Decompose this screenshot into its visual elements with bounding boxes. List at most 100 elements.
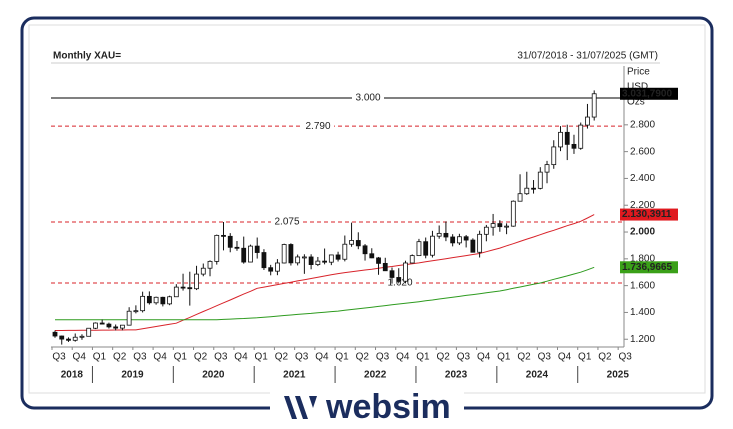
candle-body xyxy=(450,236,456,244)
candle-body xyxy=(52,331,58,337)
year-label: 2024 xyxy=(526,370,549,381)
candle-body xyxy=(376,257,381,264)
x-tick-label: Q2 xyxy=(356,352,370,363)
candle-body xyxy=(504,225,509,228)
x-tick-label: Q2 xyxy=(275,352,289,363)
x-tick-label: Q3 xyxy=(133,352,147,363)
candle-body xyxy=(275,262,280,272)
x-tick-label: Q3 xyxy=(52,352,66,363)
candle-body xyxy=(362,245,368,255)
candle-body xyxy=(571,143,577,149)
candle-body xyxy=(281,244,287,264)
x-tick-label: Q4 xyxy=(73,352,87,363)
plot: 1.200 1.400 1.600 1.800 2.000 2.200 2.400 2.600… xyxy=(51,67,678,383)
price-axis-label: Ozs xyxy=(627,97,645,108)
price-tag-label: 1.736,9665 xyxy=(622,262,672,273)
candle-body xyxy=(517,193,523,202)
candle-body xyxy=(558,131,563,148)
candle-body xyxy=(497,223,503,228)
candle-body xyxy=(153,296,159,304)
frame xyxy=(20,16,714,410)
candle-body xyxy=(315,260,321,265)
candle-body xyxy=(443,232,449,238)
y-tick-label: 2.600 xyxy=(630,146,655,157)
candle-body xyxy=(423,241,429,256)
candle-body xyxy=(221,234,226,237)
price-tag xyxy=(620,87,678,100)
candle-body xyxy=(510,200,516,227)
candle-body xyxy=(180,286,186,289)
candle-body xyxy=(537,171,543,189)
chart-title: Monthly XAU= xyxy=(53,51,121,62)
price-axis-label: Price xyxy=(627,67,650,78)
y-tick-label: 1.800 xyxy=(630,253,655,264)
candle-body xyxy=(268,267,274,272)
candle-body xyxy=(106,323,112,328)
candle-body xyxy=(409,255,415,264)
y-tick-label: 2.800 xyxy=(630,119,655,130)
x-tick-label: Q1 xyxy=(497,352,511,363)
candle-body xyxy=(578,124,584,149)
logo-icon xyxy=(284,396,317,419)
logo-text: websim xyxy=(325,388,451,426)
x-tick-label: Q3 xyxy=(618,352,632,363)
x-tick-label: Q2 xyxy=(113,352,127,363)
ref-label: 2.075 xyxy=(274,217,299,228)
x-tick-label: Q4 xyxy=(153,352,167,363)
candle-body xyxy=(120,324,125,329)
price-tag xyxy=(620,261,678,274)
candle-body xyxy=(66,338,71,341)
price-tag-label: 2.130,3911 xyxy=(622,209,672,220)
ref-label-bg xyxy=(352,92,384,105)
x-tick-label: Q3 xyxy=(457,352,471,363)
candle-body xyxy=(564,131,570,145)
candle-body xyxy=(342,243,348,260)
candle-body xyxy=(322,260,328,263)
x-tick-label: Q4 xyxy=(558,352,572,363)
price-axis-label: USD xyxy=(627,82,648,93)
candle-body xyxy=(288,244,294,264)
candle-body xyxy=(187,287,193,290)
candle-body xyxy=(328,254,334,263)
candle-body xyxy=(241,247,247,263)
x-tick-label: Q1 xyxy=(255,352,269,363)
ref-label: 1.620 xyxy=(387,278,412,289)
candle-body xyxy=(551,146,557,166)
candle-body xyxy=(86,327,92,337)
x-tick-label: Q4 xyxy=(396,352,410,363)
year-label: 2023 xyxy=(445,370,468,381)
x-tick-label: Q3 xyxy=(538,352,552,363)
candle-body xyxy=(146,295,152,304)
candle-body xyxy=(227,235,233,248)
candle-body xyxy=(214,234,220,262)
x-tick-label: Q2 xyxy=(517,352,531,363)
year-label: 2022 xyxy=(364,370,387,381)
candle-body xyxy=(490,223,496,228)
candle-body xyxy=(72,336,78,341)
candle-body xyxy=(254,245,260,253)
candle-body xyxy=(207,260,213,269)
year-label: 2019 xyxy=(121,370,144,381)
candle-body xyxy=(113,326,119,329)
candle-body xyxy=(200,267,206,275)
candle-body xyxy=(167,296,172,305)
x-tick-label: Q1 xyxy=(416,352,430,363)
candle-body xyxy=(295,256,301,264)
x-tick-label: Q3 xyxy=(376,352,390,363)
candle-body xyxy=(308,256,314,265)
x-tick-label: Q3 xyxy=(295,352,309,363)
x-tick-label: Q4 xyxy=(315,352,329,363)
candle-body xyxy=(436,232,442,237)
x-tick-label: Q4 xyxy=(234,352,248,363)
candle-body xyxy=(524,187,530,195)
candle-body xyxy=(389,270,395,278)
y-tick-label: 1.600 xyxy=(630,280,655,291)
candle-body xyxy=(79,335,85,338)
candle-body xyxy=(403,262,408,282)
year-label: 2025 xyxy=(607,370,630,381)
ref-label-bg xyxy=(302,120,334,133)
candle-body xyxy=(531,187,536,190)
candle-body xyxy=(93,322,98,329)
x-tick-label: Q1 xyxy=(578,352,592,363)
